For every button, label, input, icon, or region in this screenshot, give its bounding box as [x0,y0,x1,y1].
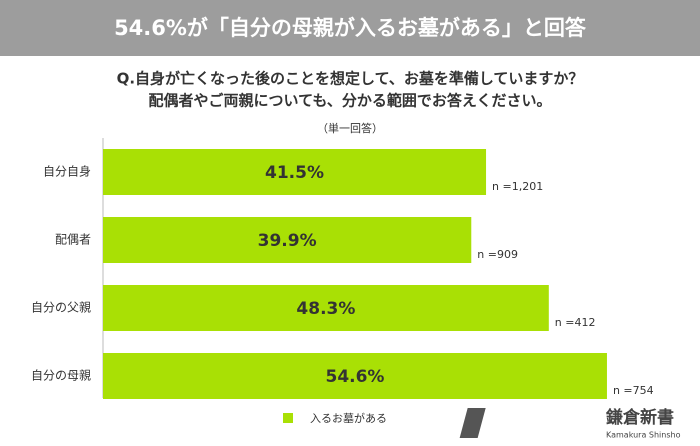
category-label: 配偶者 [55,233,91,247]
logo-mark [459,408,486,438]
legend-label: 入るお墓がある [310,411,387,425]
bar [103,285,549,331]
category-label: 自分自身 [43,164,91,179]
category-label: 自分の父親 [31,301,91,315]
legend-swatch [283,413,293,423]
value-label: 39.9% [258,231,317,251]
logo-romaji: Kamakura Shinsho [606,431,681,440]
logo-name: 鎌倉新書 [605,407,674,428]
value-label: 54.6% [325,367,384,387]
n-label: n =909 [477,248,518,261]
subtitle: （単一回答） [317,121,383,135]
title-banner [0,0,700,56]
n-label: n =412 [555,316,596,329]
logo: 鎌倉新書 Kamakura Shinsho [459,407,681,440]
value-label: 48.3% [296,299,355,319]
category-label: 自分の母親 [31,369,91,383]
bar [103,353,607,399]
chart-title: 54.6%が「自分の母親が入るお墓がある」と回答 [114,16,587,40]
n-label: n =754 [613,384,654,397]
n-label: n =1,201 [492,180,543,193]
bar [103,149,487,195]
question-line: 配偶者やご両親についても、分かる範囲でお答えください。 [149,92,552,110]
bar [103,217,472,263]
value-label: 41.5% [265,163,324,183]
question-line: Q.自身が亡くなった後のことを想定して、お墓を準備していますか？ [117,70,584,88]
